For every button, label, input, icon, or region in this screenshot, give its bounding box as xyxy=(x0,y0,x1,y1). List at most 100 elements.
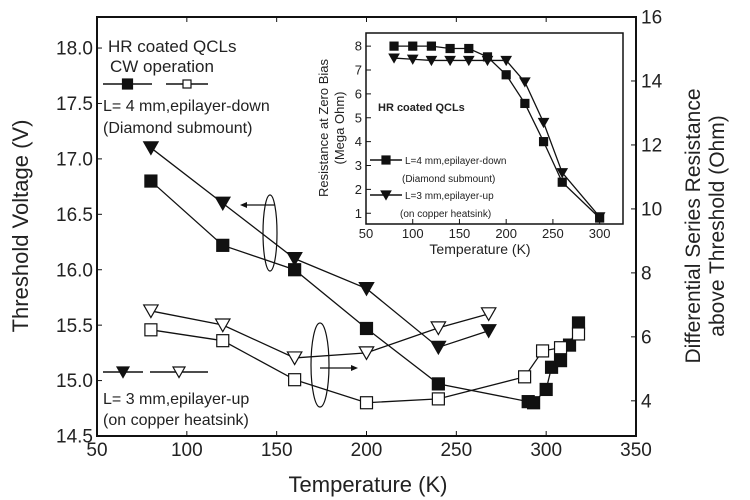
annotation-ellipse-lower xyxy=(310,322,330,408)
y2-tick-label: 6 xyxy=(641,327,652,348)
annotation-title-1: HR coated QCLs xyxy=(108,37,237,56)
data-point-triangle xyxy=(425,55,438,67)
x-tick-label: 100 xyxy=(171,440,203,461)
y2-tick-label: 10 xyxy=(641,200,662,221)
data-point-triangle xyxy=(142,141,160,156)
data-point-square xyxy=(557,177,567,187)
data-point-triangle xyxy=(286,252,303,267)
data-point-square xyxy=(144,323,158,337)
x-tick-label: 200 xyxy=(351,440,383,461)
data-point-triangle xyxy=(214,318,232,333)
main-y-label: Threshold Voltage (V) xyxy=(8,120,33,333)
data-point-square xyxy=(121,78,134,90)
inset-background xyxy=(366,33,623,224)
y-tick-label: 16.5 xyxy=(56,205,93,226)
inset-y-label-2: (Mega Ohm) xyxy=(332,92,347,165)
y-tick-label: 15.5 xyxy=(56,316,93,337)
data-point-triangle xyxy=(380,190,392,201)
data-point-triangle xyxy=(444,55,456,67)
data-point-square xyxy=(553,354,568,368)
y-tick-label: 14.5 xyxy=(56,427,93,448)
y2-tick-label: 14 xyxy=(641,72,663,93)
data-point-triangle xyxy=(214,196,232,212)
data-point-triangle xyxy=(500,55,513,67)
y-tick-label: 18.0 xyxy=(56,39,93,60)
data-point-square xyxy=(445,43,455,54)
inset-legend-2: (Diamond submount) xyxy=(402,174,495,185)
y-tick-label: 1 xyxy=(355,206,362,221)
inset-x-label: Temperature (K) xyxy=(429,241,530,257)
main-y2-label-2: above Threshold (Ohm) xyxy=(706,115,729,336)
x-tick-label: 200 xyxy=(495,226,517,241)
data-point-triangle xyxy=(171,366,187,379)
data-point-triangle xyxy=(481,55,494,67)
data-point-square xyxy=(464,43,474,54)
legend-4mm-line2: (Diamond submount) xyxy=(103,120,252,137)
x-tick-label: 50 xyxy=(86,440,107,461)
data-point-square xyxy=(408,41,418,51)
data-point-square xyxy=(553,341,568,355)
y-tick-label: 7 xyxy=(355,63,362,78)
data-point-square xyxy=(535,344,550,358)
x-tick-label: 250 xyxy=(440,440,472,461)
y-tick-label: 2 xyxy=(355,182,362,197)
data-point-square xyxy=(144,174,158,188)
y-tick-label: 17.0 xyxy=(56,150,93,171)
data-point-triangle xyxy=(142,304,160,319)
data-point-square xyxy=(431,392,445,406)
data-point-triangle xyxy=(286,351,303,366)
data-point-triangle xyxy=(115,366,131,379)
data-point-square xyxy=(571,327,586,341)
data-point-square xyxy=(288,373,302,387)
y2-tick-label: 16 xyxy=(641,8,662,29)
data-point-triangle xyxy=(519,77,531,88)
annotation-title-2: CW operation xyxy=(110,57,214,76)
data-point-triangle xyxy=(556,168,569,179)
data-point-square xyxy=(359,321,374,336)
data-point-triangle xyxy=(358,346,375,361)
data-point-square xyxy=(216,334,230,348)
arrow-right-head-icon xyxy=(351,365,358,371)
data-point-square xyxy=(431,377,445,391)
data-point-triangle xyxy=(358,281,375,297)
y-tick-label: 15.0 xyxy=(56,371,93,392)
legend-3mm-line1: L= 3 mm,epilayer-up xyxy=(103,391,249,408)
data-point-square xyxy=(182,79,192,89)
data-point-square xyxy=(359,396,374,410)
data-point-square xyxy=(526,396,541,410)
annotation-ellipse-upper xyxy=(262,194,278,272)
data-point-triangle xyxy=(593,212,606,223)
x-tick-label: 150 xyxy=(449,226,471,241)
data-point-triangle xyxy=(430,321,447,336)
inset-legend-3: L=3 mm,epilayer-up xyxy=(405,191,494,202)
y-tick-label: 8 xyxy=(355,39,362,54)
data-point-square xyxy=(381,155,391,165)
data-point-triangle xyxy=(480,324,497,339)
inset-title: HR coated QCLs xyxy=(378,102,465,114)
main-y2-label-1: Differential Series Resistance xyxy=(682,88,705,363)
y2-tick-label: 12 xyxy=(641,136,662,157)
y-tick-label: 6 xyxy=(355,86,362,101)
legend-3mm-line2: (on copper heatsink) xyxy=(103,412,249,429)
x-tick-label: 250 xyxy=(542,226,564,241)
x-tick-label: 300 xyxy=(589,226,611,241)
data-point-square xyxy=(501,70,511,80)
y2-tick-label: 4 xyxy=(641,391,652,412)
x-tick-label: 300 xyxy=(530,440,562,461)
data-point-square xyxy=(539,382,553,397)
y-tick-label: 5 xyxy=(355,110,362,125)
data-point-triangle xyxy=(480,307,497,322)
y-tick-label: 17.5 xyxy=(56,94,93,115)
x-tick-label: 350 xyxy=(620,440,652,461)
x-tick-label: 50 xyxy=(359,226,373,241)
series-line xyxy=(150,147,489,349)
data-point-triangle xyxy=(430,340,447,356)
data-point-triangle xyxy=(388,53,400,64)
y2-tick-label: 8 xyxy=(641,264,652,285)
data-point-square xyxy=(518,370,532,384)
main-x-label: Temperature (K) xyxy=(289,472,448,497)
y-tick-label: 4 xyxy=(355,134,362,149)
data-point-square xyxy=(426,41,437,51)
legend-4mm-line1: L= 4 mm,epilayer-down xyxy=(103,98,270,115)
